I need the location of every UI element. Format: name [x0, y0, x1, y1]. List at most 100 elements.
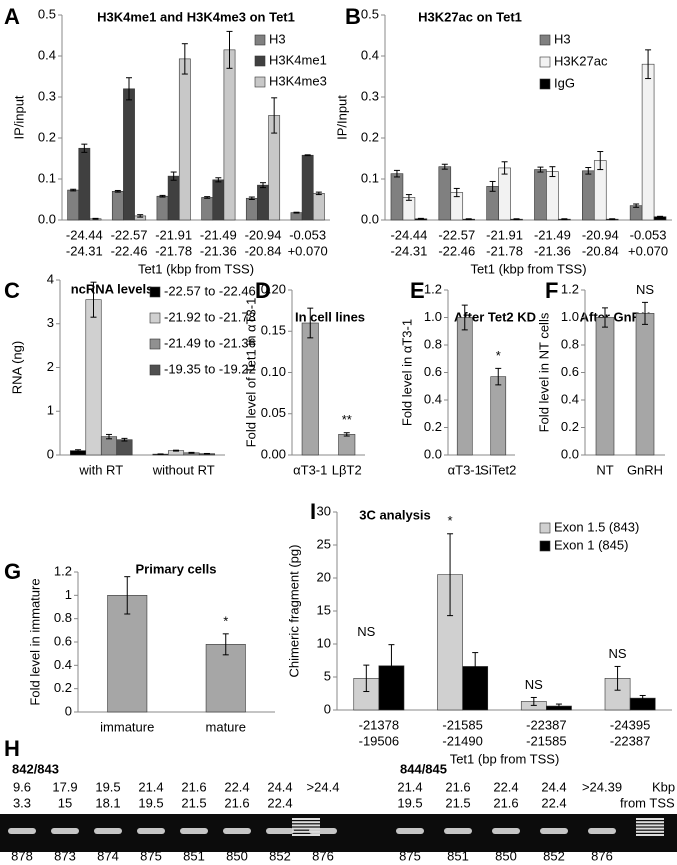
- bar: [546, 171, 559, 221]
- lane-id: 873: [54, 848, 76, 863]
- legend-label: H3: [554, 31, 571, 46]
- bar: [438, 166, 452, 221]
- lane-range: >24.39: [582, 779, 622, 794]
- ladder-band: [292, 830, 320, 833]
- legend-swatch: [149, 364, 161, 376]
- bar: [78, 147, 91, 221]
- chart-title: H3K27ac on Tet1: [418, 9, 522, 24]
- panel-letter: D: [255, 278, 271, 303]
- ladder-band: [636, 821, 664, 824]
- lane-range: 18.1: [95, 795, 120, 810]
- legend-label: Exon 1 (845): [554, 537, 628, 552]
- y-tick-label: 4: [47, 271, 54, 286]
- lane-range: 21.6: [493, 795, 518, 810]
- y-tick-label: 2: [47, 359, 54, 374]
- gel-band: [444, 828, 472, 834]
- significance: *: [448, 513, 453, 528]
- y-axis-label: IP/Input: [334, 95, 349, 140]
- chart-title: After Tet2 KD: [454, 309, 536, 324]
- x-tick-label: -21.78: [486, 243, 523, 258]
- x-tick-label: mature: [206, 719, 246, 734]
- significance: *: [496, 348, 501, 363]
- x-tick-label: +0.070: [628, 243, 668, 258]
- x-tick-label: without RT: [152, 462, 215, 477]
- bar: [123, 88, 135, 221]
- lane-id: 852: [543, 848, 565, 863]
- panel-letter: E: [410, 278, 425, 303]
- y-tick-label: 0.1: [361, 170, 379, 185]
- y-tick-label: 0.10: [261, 364, 286, 379]
- y-tick-label: 0.6: [424, 364, 442, 379]
- panel-letter: G: [4, 559, 21, 584]
- x-tick-label: -20.94: [582, 227, 619, 242]
- lane-id: 874: [97, 848, 119, 863]
- lane-range: 24.4: [541, 779, 566, 794]
- gel-band: [396, 828, 424, 834]
- x-tick-label: -21.78: [155, 243, 192, 258]
- x-tick-label: -21.36: [200, 243, 237, 258]
- gel-band: [588, 828, 616, 834]
- y-tick-label: 0.5: [38, 6, 56, 21]
- legend-swatch: [149, 312, 161, 324]
- y-tick-label: 0.6: [54, 633, 72, 648]
- x-tick-label: -0.053: [289, 227, 326, 242]
- lane-range: 22.4: [267, 795, 292, 810]
- x-tick-label: αT3-1: [293, 462, 327, 477]
- x-tick-label: -21.36: [534, 243, 571, 258]
- y-axis-label: Fold level in immature: [27, 578, 42, 705]
- lane-range: 22.4: [493, 779, 518, 794]
- bar: [223, 49, 236, 221]
- chart-title: In cell lines: [295, 309, 365, 324]
- ladder-band: [292, 818, 320, 820]
- x-axis-label: Tet1 (kbp from TSS): [138, 261, 254, 276]
- ladder-band: [636, 818, 664, 820]
- bar: [402, 197, 416, 221]
- y-axis-label: Fold level in NT cells: [536, 312, 551, 432]
- chart-title: Primary cells: [136, 561, 217, 576]
- y-tick-label: 0.00: [261, 446, 286, 461]
- bar: [85, 299, 102, 456]
- y-tick-label: 0.1: [38, 170, 56, 185]
- x-tick-label: +0.070: [288, 243, 328, 258]
- chart-title: H3K4me1 and H3K4me3 on Tet1: [97, 9, 295, 24]
- legend-swatch: [254, 55, 266, 67]
- y-tick-label: 1: [47, 403, 54, 418]
- x-tick-label: -21.91: [486, 227, 523, 242]
- y-tick-label: 0.20: [261, 281, 286, 296]
- significance: NS: [525, 677, 543, 692]
- bar: [290, 212, 303, 221]
- ladder-band: [292, 827, 320, 830]
- legend-label: -22.57 to -22.46: [164, 283, 256, 298]
- y-tick-label: 1.0: [561, 309, 579, 324]
- x-tick-label: -21.91: [155, 227, 192, 242]
- y-tick-label: 1: [65, 587, 72, 602]
- x-tick-label: -22.57: [438, 227, 475, 242]
- y-tick-label: 0.2: [424, 419, 442, 434]
- bar: [629, 205, 643, 221]
- x-tick-label: -24.44: [390, 227, 427, 242]
- panel-letter: H: [4, 736, 20, 761]
- lane-range: 17.9: [52, 779, 77, 794]
- y-tick-label: 0.2: [561, 419, 579, 434]
- x-tick-label: -22.46: [111, 243, 148, 258]
- legend-label: Exon 1.5 (843): [554, 519, 639, 534]
- legend-label: H3K27ac: [554, 53, 608, 68]
- bar: [257, 184, 269, 221]
- lane-range: 21.6: [224, 795, 249, 810]
- panel-letter: I: [310, 499, 316, 524]
- y-tick-label: 3: [47, 315, 54, 330]
- x-tick-label: NT: [596, 462, 613, 477]
- ladder-band: [292, 824, 320, 827]
- legend-swatch: [539, 56, 551, 68]
- legend-swatch: [254, 34, 266, 46]
- x-tick-label: -19506: [359, 733, 399, 748]
- gel-band: [137, 828, 165, 834]
- bar: [301, 154, 314, 221]
- bar: [178, 58, 191, 221]
- y-tick-label: 1.0: [424, 309, 442, 324]
- legend-swatch: [539, 540, 551, 552]
- legend-swatch: [149, 338, 161, 350]
- group-label: 844/845: [400, 761, 447, 776]
- y-tick-label: 0.8: [54, 610, 72, 625]
- gel-band: [51, 828, 79, 834]
